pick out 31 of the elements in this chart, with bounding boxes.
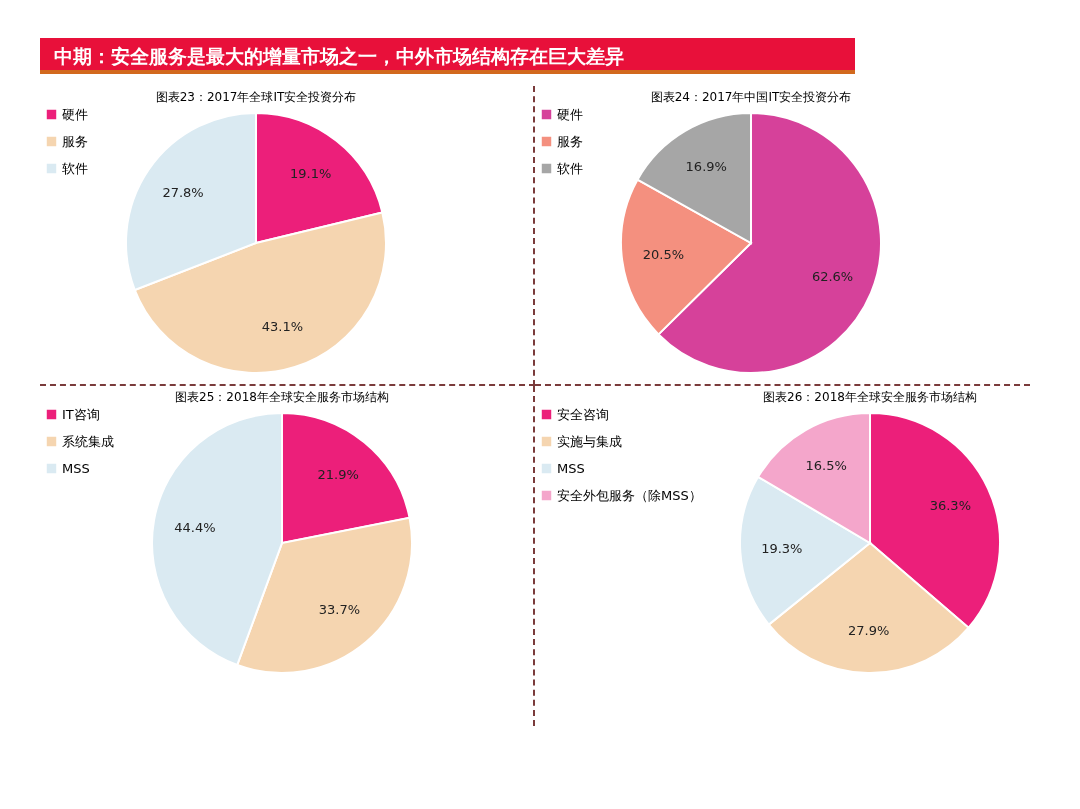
legend-label: 安全外包服务（除MSS） <box>557 487 702 503</box>
legend-label: MSS <box>557 460 585 476</box>
legend-label: IT咨询 <box>62 406 100 422</box>
legend-label: 服务 <box>62 133 88 149</box>
legend-label: 系统集成 <box>62 433 114 449</box>
legend-label: 软件 <box>557 160 583 176</box>
chart-title: 图表23：2017年全球IT安全投资分布 <box>155 90 357 104</box>
data-label: 16.9% <box>685 158 727 174</box>
data-label: 21.9% <box>317 466 359 482</box>
chart-title: 图表24：2017年中国IT安全投资分布 <box>650 90 852 104</box>
data-label: 43.1% <box>261 319 304 335</box>
chart-title: 图表26：2018年全球安全服务市场结构 <box>763 390 977 404</box>
legend-label: 服务 <box>557 133 583 149</box>
data-label: 19.1% <box>290 165 332 181</box>
data-label: 62.6% <box>811 269 854 285</box>
legend-label: 实施与集成 <box>557 433 622 449</box>
legend-label: 软件 <box>62 160 88 176</box>
data-label: 27.8% <box>162 185 204 201</box>
data-label: 27.9% <box>847 623 890 639</box>
data-label: 16.5% <box>805 458 847 474</box>
text: 中期：安全服务是最大的增量市场之一，中外市场结构存在巨大差异 <box>40 38 855 74</box>
data-label: 20.5% <box>642 246 685 262</box>
legend-label: 安全咨询 <box>557 406 609 422</box>
legend-label: 硬件 <box>62 106 88 122</box>
legend-label: 硬件 <box>557 106 583 122</box>
chart-title: 图表25：2018年全球安全服务市场结构 <box>175 390 389 404</box>
data-label: 33.7% <box>318 602 361 618</box>
data-label: 36.3% <box>929 498 971 514</box>
data-label: 44.4% <box>174 519 216 535</box>
data-label: 19.3% <box>761 541 803 557</box>
legend-label: MSS <box>62 460 90 476</box>
